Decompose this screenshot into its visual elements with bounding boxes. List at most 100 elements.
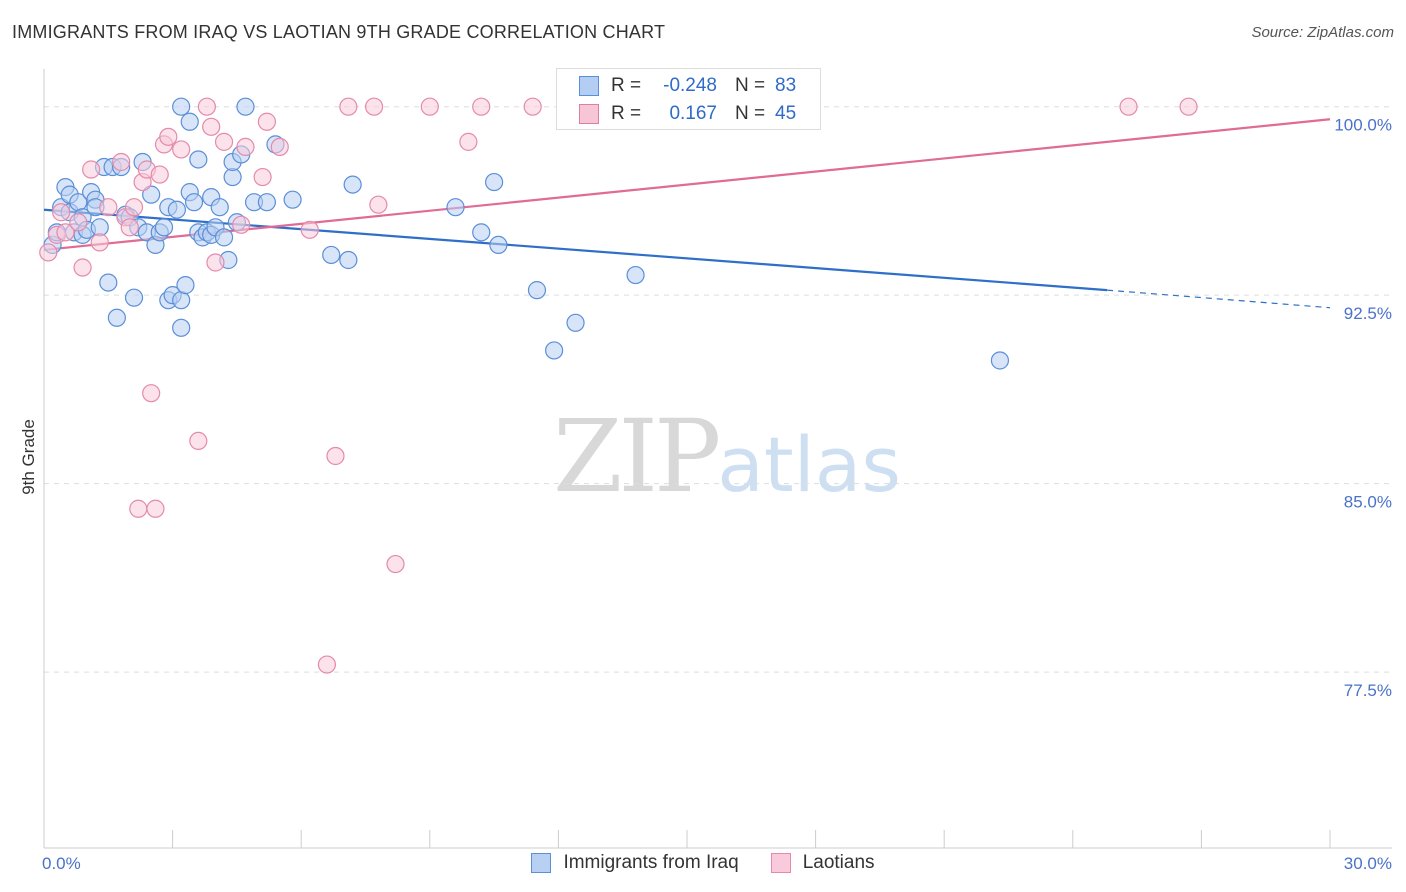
laotian-point bbox=[364, 97, 384, 116]
legend-swatch-iraq bbox=[531, 853, 552, 873]
laotian-point bbox=[420, 97, 439, 116]
laotian-point bbox=[236, 137, 255, 156]
laotian-point bbox=[1179, 97, 1198, 116]
legend-row-iraq: R = -0.248 N = 83 bbox=[579, 73, 796, 99]
iraq-point bbox=[339, 250, 358, 270]
iraq-point bbox=[236, 97, 255, 116]
iraq-point bbox=[189, 150, 208, 169]
iraq-point bbox=[167, 200, 186, 219]
chart-title: IMMIGRANTS FROM IRAQ VS LAOTIAN 9TH GRAD… bbox=[12, 22, 666, 42]
laotian-point bbox=[326, 446, 345, 466]
y-tick-label: 92.5% bbox=[1344, 304, 1392, 323]
iraq-point bbox=[283, 190, 302, 209]
y-tick-label: 77.5% bbox=[1344, 681, 1392, 700]
legend-swatch-laotians bbox=[770, 853, 791, 873]
legend-r-value: 0.167 bbox=[669, 103, 717, 124]
laotian-point bbox=[257, 112, 277, 131]
iraq-point bbox=[172, 291, 191, 310]
y-tick-label: 100.0% bbox=[1334, 116, 1392, 135]
laotian-point bbox=[112, 152, 131, 172]
laotian-point bbox=[270, 137, 289, 156]
iraq-point bbox=[210, 198, 229, 217]
iraq-point bbox=[214, 228, 234, 247]
legend-swatch-laotians bbox=[579, 104, 599, 124]
iraq-point bbox=[107, 308, 126, 327]
laotian-point bbox=[124, 198, 144, 217]
series-legend: Immigrants from Iraq Laotians bbox=[0, 852, 1406, 874]
iraq-point bbox=[527, 281, 547, 300]
data-points bbox=[39, 97, 1198, 674]
laotian-point bbox=[120, 218, 139, 237]
iraq-point bbox=[176, 276, 195, 295]
laotian-point bbox=[142, 384, 161, 403]
iraq-point bbox=[172, 97, 191, 116]
laotian-point bbox=[159, 127, 178, 146]
iraq-point bbox=[180, 112, 199, 131]
legend-label-laotians: Laotians bbox=[802, 852, 875, 873]
legend-row-laotians: R = 0.167 N = 45 bbox=[579, 101, 796, 127]
axes bbox=[43, 69, 1392, 849]
x-tick-label: 0.0% bbox=[42, 854, 81, 873]
iraq-point bbox=[485, 172, 504, 192]
iraq-point bbox=[446, 198, 465, 217]
iraq-point bbox=[154, 218, 174, 237]
iraq-point bbox=[322, 245, 341, 265]
laotian-point bbox=[214, 132, 234, 151]
legend-n-value: 83 bbox=[775, 75, 797, 96]
laotian-point bbox=[129, 499, 148, 518]
laotian-point bbox=[339, 97, 358, 116]
correlation-legend: R = -0.248 N = 83 R = 0.167 N = 45 bbox=[556, 68, 821, 130]
iraq-point bbox=[343, 175, 362, 194]
iraq-point bbox=[472, 223, 491, 242]
x-tick-label: 30.0% bbox=[1344, 854, 1392, 873]
source-label: Source: ZipAtlas.com bbox=[1251, 24, 1394, 41]
laotian-point bbox=[189, 431, 208, 451]
laotian-point bbox=[386, 554, 405, 574]
legend-n-label: N = bbox=[735, 103, 766, 124]
laotian-point bbox=[206, 253, 225, 272]
legend-item-iraq: Immigrants from Iraq bbox=[531, 852, 739, 874]
watermark: ZIPatlas bbox=[553, 398, 901, 515]
iraq-trend-extension bbox=[1107, 289, 1331, 309]
laotian-point bbox=[369, 195, 388, 214]
iraq-trend-line bbox=[43, 208, 1108, 292]
laotian-point bbox=[52, 203, 71, 222]
iraq-point bbox=[90, 218, 109, 237]
legend-item-laotians: Laotians bbox=[770, 852, 875, 874]
laotian-point bbox=[90, 233, 109, 252]
legend-n-value: 45 bbox=[775, 103, 797, 124]
watermark-atlas: atlas bbox=[717, 420, 901, 509]
laotian-point bbox=[459, 132, 478, 151]
iraq-point bbox=[566, 313, 585, 332]
laotian-point bbox=[523, 97, 542, 116]
laotian-trend-line bbox=[43, 118, 1331, 252]
laotian-point bbox=[253, 167, 272, 187]
grid-lines bbox=[44, 106, 1392, 673]
iraq-point bbox=[257, 193, 277, 212]
laotian-point bbox=[232, 215, 251, 234]
laotian-point bbox=[300, 220, 319, 239]
laotian-point bbox=[150, 165, 169, 184]
iraq-point bbox=[223, 167, 242, 187]
legend-r-label: R = bbox=[611, 75, 642, 96]
y-tick-label: 85.0% bbox=[1344, 493, 1392, 512]
laotian-point bbox=[202, 117, 221, 136]
iraq-point bbox=[124, 288, 144, 307]
tick-labels: 100.0% 92.5% 85.0% 77.5% 0.0% 30.0% bbox=[42, 116, 1392, 873]
iraq-point bbox=[184, 193, 204, 212]
iraq-point bbox=[142, 185, 161, 204]
y-axis-label: 9th Grade bbox=[19, 419, 38, 495]
iraq-point bbox=[545, 341, 564, 360]
laotian-point bbox=[82, 160, 101, 179]
laotian-point bbox=[56, 223, 75, 242]
iraq-point bbox=[626, 265, 645, 285]
iraq-point bbox=[489, 235, 508, 255]
iraq-point bbox=[172, 318, 191, 337]
laotian-point bbox=[317, 655, 337, 674]
laotian-point bbox=[472, 97, 491, 116]
legend-swatch-iraq bbox=[579, 76, 599, 96]
laotian-point bbox=[197, 97, 216, 116]
legend-n-label: N = bbox=[735, 75, 766, 96]
legend-r-label: R = bbox=[611, 103, 642, 124]
